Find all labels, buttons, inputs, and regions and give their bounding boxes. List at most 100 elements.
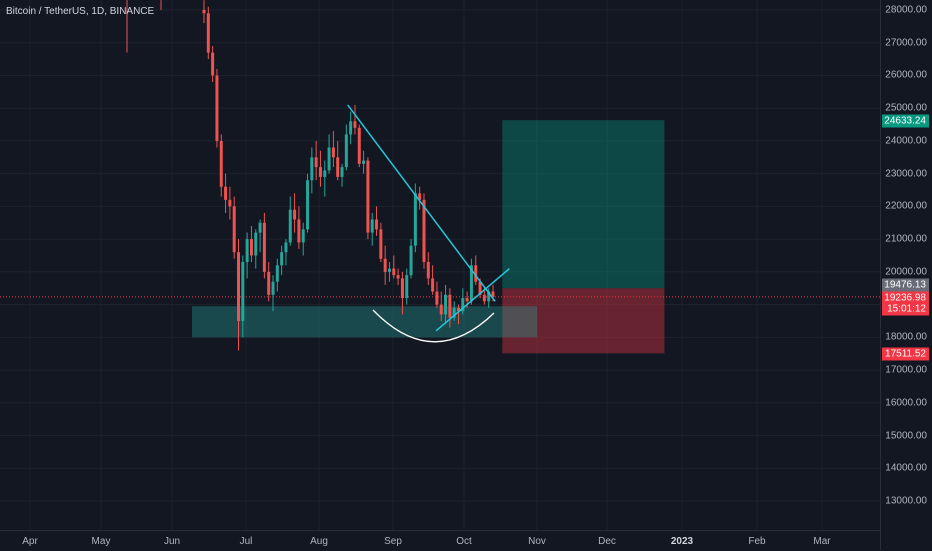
candle-body: [400, 278, 404, 299]
y-tick-label: 24000.00: [885, 135, 927, 147]
candle-body: [478, 281, 482, 295]
candle-body: [487, 291, 491, 302]
candle-body: [426, 262, 430, 279]
candle-body: [249, 239, 253, 256]
x-tick-label: Sep: [384, 536, 402, 547]
x-tick-label: Mar: [813, 536, 831, 547]
candle-body: [413, 193, 417, 246]
candle-body: [275, 265, 279, 282]
candle-body: [431, 278, 435, 292]
candle-body: [456, 307, 460, 312]
x-tick-label: Feb: [748, 536, 766, 547]
symbol-legend: Bitcoin / TetherUS, 1D, BINANCE: [6, 6, 155, 17]
demand-zone[interactable]: [192, 306, 537, 338]
candle-body: [383, 258, 387, 272]
candle-body: [323, 170, 327, 177]
rounded-bottom-arc[interactable]: [372, 309, 495, 343]
y-tick-label: 21000.00: [885, 233, 927, 245]
candle-body: [288, 209, 292, 243]
candle-body: [396, 275, 400, 279]
candle-body: [340, 167, 344, 177]
x-tick-label: Jul: [239, 536, 253, 547]
candle-body: [215, 75, 219, 141]
candle-body: [387, 268, 391, 272]
candle-body: [362, 160, 366, 164]
candle-body: [444, 294, 448, 315]
candle-body: [461, 298, 465, 312]
candle-body: [327, 147, 331, 171]
y-tick-label: 13000.00: [885, 495, 927, 507]
candle-body: [202, 10, 206, 14]
y-tick-label: 17000.00: [885, 364, 927, 376]
profit-zone[interactable]: [502, 120, 665, 289]
candle-body: [245, 239, 249, 263]
price-axis[interactable]: 13000.00 14000.00 15000.00 16000.00 17000.00…: [880, 0, 932, 550]
candle-body: [206, 13, 210, 53]
candle-body: [241, 262, 245, 321]
y-tick-label: 20000.00: [885, 266, 927, 278]
last-price-badge: 19476.13: [882, 278, 929, 292]
candle-body: [310, 157, 314, 181]
candle-body: [306, 180, 310, 230]
countdown-badge: 15:01:12: [882, 302, 929, 316]
target-price-badge: 24633.24: [882, 114, 929, 128]
candle-body: [474, 265, 478, 282]
candle-body: [228, 199, 232, 207]
candle-body: [452, 307, 456, 318]
loss-zone[interactable]: [502, 288, 665, 354]
y-tick-label: 14000.00: [885, 462, 927, 474]
candle-body: [375, 219, 379, 230]
trendline[interactable]: [435, 268, 510, 332]
candle-body: [280, 252, 284, 266]
x-tick-label: Nov: [528, 536, 546, 547]
candle-body: [366, 160, 370, 233]
x-tick-label: Oct: [456, 536, 472, 547]
x-tick-label: Aug: [310, 536, 328, 547]
y-tick-label: 26000.00: [885, 69, 927, 81]
candle-body: [293, 209, 297, 220]
candle-body: [491, 291, 495, 297]
candle-body: [370, 219, 374, 233]
candle-body: [254, 232, 258, 256]
candle-body: [224, 186, 228, 200]
y-tick-label: 15000.00: [885, 430, 927, 442]
candle-body: [314, 157, 318, 168]
x-tick-label: Apr: [22, 536, 38, 547]
candle-body: [482, 294, 486, 302]
candle-body: [405, 275, 409, 299]
candle-body: [439, 304, 443, 315]
y-tick-label: 23000.00: [885, 168, 927, 180]
candle-body: [357, 127, 361, 164]
candle-body: [262, 222, 266, 272]
x-tick-label: Dec: [598, 536, 616, 547]
candle-body: [422, 199, 426, 263]
candle-body: [392, 268, 396, 276]
time-axis[interactable]: Apr May Jun Jul Aug Sep Oct Nov Dec 2023 Feb Mar: [0, 530, 880, 551]
candle-body: [379, 229, 383, 259]
candle-body: [353, 121, 357, 128]
candle-body: [331, 147, 335, 158]
candle-body: [336, 157, 340, 177]
y-tick-label: 18000.00: [885, 331, 927, 343]
trendline[interactable]: [347, 104, 496, 302]
candle-body: [211, 52, 215, 76]
candle-body: [349, 121, 353, 135]
candle-body: [301, 229, 305, 243]
price-chart[interactable]: [0, 0, 880, 530]
y-tick-label: 27000.00: [885, 37, 927, 49]
x-tick-label: 2023: [670, 536, 694, 547]
candle-body: [284, 242, 288, 253]
stop-price-badge: 17511.52: [882, 347, 929, 361]
candle-body: [318, 167, 322, 177]
y-tick-label: 28000.00: [885, 4, 927, 16]
candle-body: [465, 298, 469, 302]
candle-body: [237, 252, 241, 321]
candle-body: [344, 134, 348, 168]
candle-body: [469, 265, 473, 302]
candle-body: [219, 140, 223, 187]
candle-body: [435, 291, 439, 305]
y-tick-label: 22000.00: [885, 200, 927, 212]
candle-body: [418, 193, 422, 200]
x-tick-label: May: [91, 536, 111, 547]
